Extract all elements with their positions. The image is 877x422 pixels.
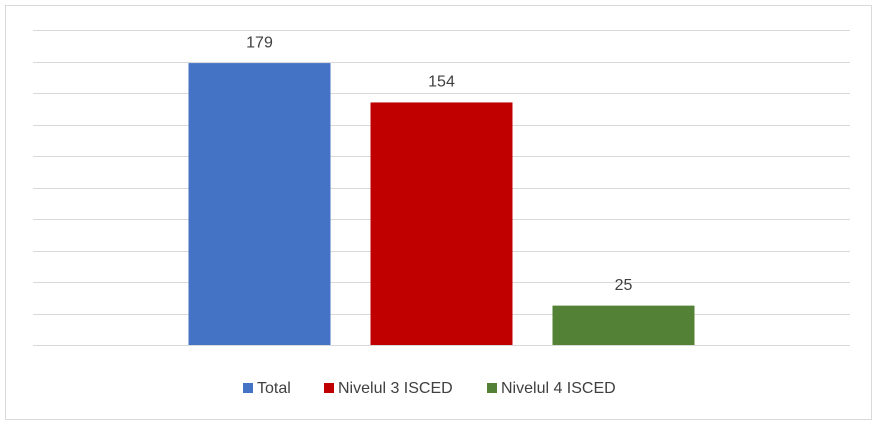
legend-label: Nivelul 4 ISCED [501,380,616,397]
bar [370,102,513,345]
bar [188,63,331,345]
data-label: 25 [615,277,633,294]
data-label: 154 [428,74,455,91]
bar [552,305,695,345]
data-label: 179 [246,34,273,51]
legend-label: Nivelul 3 ISCED [338,380,453,397]
legend-swatch [487,383,497,393]
legend-label: Total [257,380,291,397]
legend-swatch [324,383,334,393]
legend-swatch [243,383,253,393]
